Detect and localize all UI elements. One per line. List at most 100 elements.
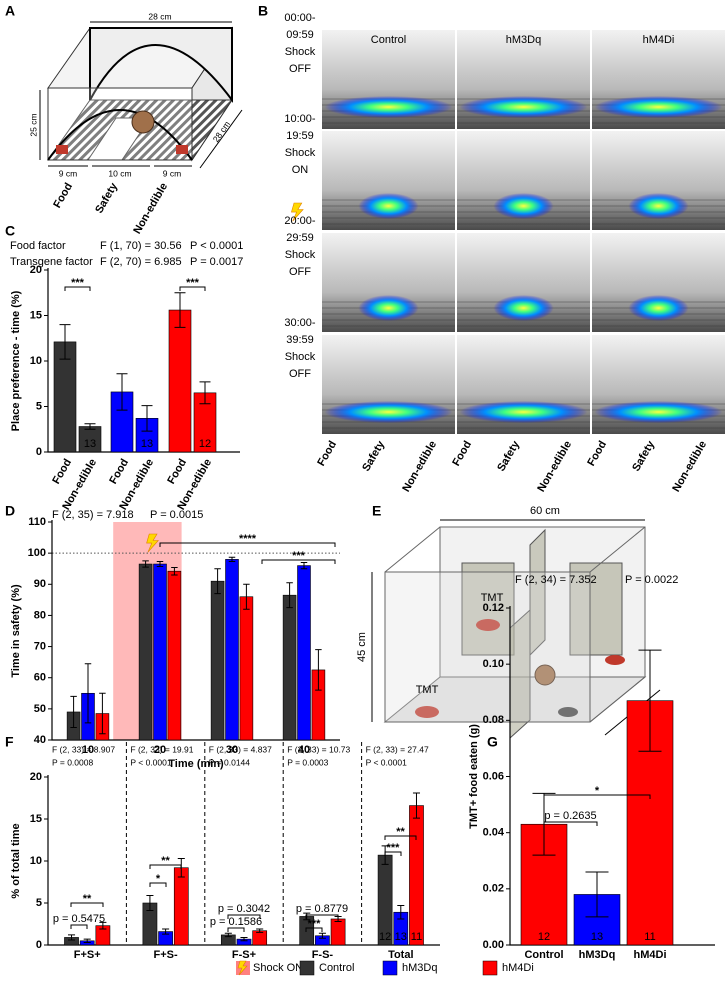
x-tick-label: F+S- bbox=[154, 949, 178, 961]
error-bar bbox=[84, 663, 92, 724]
significance-label: * bbox=[156, 873, 161, 885]
y-tick-label: 100 bbox=[28, 547, 46, 559]
error-bar bbox=[214, 568, 221, 595]
x-tick-label: hM4Di bbox=[634, 949, 667, 961]
row-label: Shock bbox=[285, 249, 316, 261]
legend-swatch bbox=[382, 960, 398, 976]
row-label: 30:00- bbox=[284, 317, 316, 329]
significance-bracket bbox=[384, 835, 417, 840]
heatmap-blob bbox=[358, 193, 419, 219]
bar bbox=[297, 565, 311, 741]
x-tick-label: 20 bbox=[154, 744, 166, 756]
n-label: 12 bbox=[379, 931, 391, 943]
heatmap-blob bbox=[594, 96, 723, 118]
panel-letter: A bbox=[5, 3, 15, 19]
stat-text: F (2, 33) = 27.47 bbox=[366, 744, 429, 754]
error-bar bbox=[228, 556, 236, 563]
error-bar bbox=[256, 928, 264, 933]
stat-text: F (2, 33) = 10.73 bbox=[287, 744, 350, 754]
error-bar bbox=[585, 871, 609, 918]
significance-bracket bbox=[261, 559, 336, 564]
odor-label: TMT bbox=[481, 592, 504, 604]
column-header: hM4Di bbox=[643, 34, 675, 46]
significance-label: p = 0.2635 bbox=[544, 810, 596, 822]
row-label: 00:00- bbox=[284, 12, 316, 24]
x-tick-label: Food bbox=[107, 457, 131, 486]
bar bbox=[153, 563, 167, 741]
significance-bracket bbox=[70, 924, 88, 929]
error-bar bbox=[638, 649, 662, 752]
n-label: 12 bbox=[199, 438, 211, 450]
n-label: 11 bbox=[644, 931, 655, 943]
error-bar bbox=[141, 405, 153, 432]
error-bar bbox=[70, 695, 77, 729]
significance-label: p = 0.1586 bbox=[210, 916, 262, 928]
significance-bracket bbox=[159, 542, 336, 547]
y-tick-label: 0.04 bbox=[483, 827, 505, 839]
significance-bracket bbox=[227, 914, 261, 919]
error-bar bbox=[156, 561, 164, 568]
x-tick-label: Food bbox=[165, 457, 189, 486]
bar bbox=[168, 309, 192, 453]
significance-label: p = 0.3042 bbox=[218, 903, 270, 915]
error-bar bbox=[171, 566, 178, 576]
legend-label: hM4Di bbox=[502, 962, 534, 974]
y-tick-label: 60 bbox=[34, 672, 46, 684]
column-header: Control bbox=[371, 34, 406, 46]
column-header: hM3Dq bbox=[506, 34, 541, 46]
error-bar bbox=[199, 381, 211, 405]
n-label: 12 bbox=[538, 931, 550, 943]
legend-label: Shock ON bbox=[253, 962, 303, 974]
panel-letter: E bbox=[372, 503, 381, 519]
zone-label: Food bbox=[51, 181, 75, 210]
y-axis-label: Time in safety (%) bbox=[10, 584, 22, 678]
n-label: 13 bbox=[395, 931, 407, 943]
significance-label: * bbox=[595, 785, 600, 797]
error-bar bbox=[84, 423, 96, 430]
heatmap-blob bbox=[493, 193, 554, 219]
lightning-icon bbox=[291, 202, 304, 222]
bar bbox=[330, 918, 346, 946]
stat-text: F (2, 35) = 7.918 bbox=[52, 509, 134, 521]
error-bar bbox=[83, 938, 91, 943]
heatmap-blob bbox=[493, 295, 554, 321]
significance-label: *** bbox=[308, 918, 322, 930]
stat-text: F (2, 33) = 19.91 bbox=[130, 744, 193, 754]
stat-text: F (2, 34) = 7.352 bbox=[515, 574, 597, 586]
dimension-label: 45 cm bbox=[356, 632, 368, 662]
y-axis-label: Place preference - time (%) bbox=[10, 290, 22, 431]
significance-bracket bbox=[64, 286, 91, 291]
error-bar bbox=[397, 905, 405, 920]
bar bbox=[173, 867, 189, 946]
significance-bracket bbox=[305, 927, 323, 932]
error-bar bbox=[99, 921, 107, 930]
y-axis-label: TMT+ food eaten (g) bbox=[468, 724, 480, 829]
error-bar bbox=[162, 928, 170, 935]
stat-text: F (2, 33) = 4.837 bbox=[209, 744, 272, 754]
apparatus-diagram bbox=[39, 21, 243, 169]
heatmap-blob bbox=[324, 96, 453, 118]
zone-label: Non-edible bbox=[670, 439, 709, 494]
significance-bracket bbox=[70, 902, 104, 907]
y-tick-label: 15 bbox=[30, 309, 42, 321]
zone-label: Safety bbox=[630, 438, 657, 473]
lightning-icon bbox=[146, 533, 159, 553]
dimension-label: 25 cm bbox=[28, 113, 38, 136]
y-tick-label: 0.08 bbox=[483, 714, 504, 726]
y-tick-label: 10 bbox=[30, 855, 42, 867]
stat-text: P < 0.0001 bbox=[130, 757, 171, 767]
significance-bracket bbox=[305, 914, 339, 919]
x-tick-label: 30 bbox=[226, 744, 238, 756]
row-label: OFF bbox=[289, 266, 311, 278]
dimension-label: 9 cm bbox=[163, 168, 181, 178]
x-tick-label: Total bbox=[388, 949, 413, 961]
dimension-label: 60 cm bbox=[530, 505, 560, 517]
y-tick-label: 15 bbox=[30, 813, 42, 825]
y-tick-label: 110 bbox=[28, 516, 46, 528]
heatmap-blob bbox=[628, 295, 689, 321]
zone-label: Food bbox=[315, 439, 339, 468]
legend-swatch bbox=[299, 960, 315, 976]
error-bar bbox=[67, 934, 76, 941]
x-tick-label: hM3Dq bbox=[579, 949, 616, 961]
